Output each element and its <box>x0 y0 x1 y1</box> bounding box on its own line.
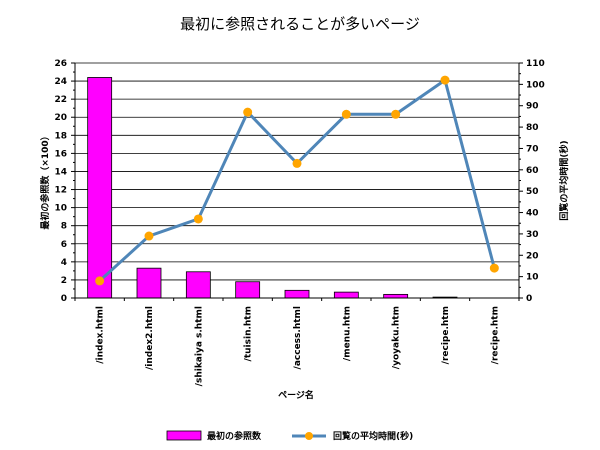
y-right-tick-label: 0 <box>526 294 532 304</box>
bar <box>136 267 162 299</box>
bar <box>333 291 359 299</box>
line-layer <box>95 75 499 286</box>
axis-layer <box>71 62 523 301</box>
x-tick-label: /tuisin.htm <box>244 306 254 361</box>
grid-layer <box>75 62 519 281</box>
line-point <box>440 75 450 85</box>
y-left-tick-label: 2 <box>61 276 67 286</box>
legend-bar-label: 最初の参照数 <box>207 430 262 442</box>
y-right-tick-label: 100 <box>526 80 545 90</box>
y-left-tick-label: 14 <box>54 167 67 177</box>
y-left-tick-label: 20 <box>54 113 67 123</box>
y-right-axis-title: 回覧の平均時間(秒) <box>558 140 570 220</box>
y-right-tick-label: 60 <box>526 166 539 176</box>
bar <box>185 271 211 299</box>
bar <box>284 289 310 299</box>
x-tick-label: /access.html <box>293 306 303 369</box>
line-point <box>341 109 351 119</box>
bar <box>87 77 113 299</box>
bar <box>383 293 409 299</box>
y-left-tick-label: 4 <box>61 258 67 268</box>
y-left-tick-label: 6 <box>61 240 67 250</box>
line-point <box>144 231 154 241</box>
x-tick-label: /shikaiya s.html <box>194 306 204 386</box>
bar-layer <box>87 77 458 299</box>
y-right-tick-label: 20 <box>526 251 539 261</box>
bar <box>235 281 261 299</box>
y-left-tick-label: 24 <box>54 77 67 87</box>
y-left-tick-label: 10 <box>54 204 67 214</box>
legend-line-marker <box>305 432 313 440</box>
y-left-tick-label: 12 <box>54 186 67 196</box>
x-tick-label: /yoyaku.htm <box>392 306 402 369</box>
y-right-tick-label: 90 <box>526 102 539 112</box>
line-point <box>391 109 401 119</box>
legend-line-label: 回覧の平均時間(秒) <box>333 430 413 442</box>
y-right-tick-label: 30 <box>526 230 539 240</box>
x-tick-label: /recipe.htm <box>441 306 451 364</box>
legend-bar-swatch <box>166 430 202 441</box>
line-point <box>292 158 302 168</box>
y-left-tick-label: 26 <box>54 59 67 69</box>
x-axis-title: ページ名 <box>278 389 314 401</box>
y-right-tick-label: 10 <box>526 273 539 283</box>
y-right-tick-label: 110 <box>526 59 545 69</box>
line-series <box>98 77 496 283</box>
y-right-tick-label: 40 <box>526 209 539 219</box>
x-tick-label: /menu.htm <box>342 306 352 361</box>
chart-title: 最初に参照されることが多いページ <box>180 15 420 33</box>
y-left-tick-label: 16 <box>54 149 67 159</box>
y-right-tick-label: 80 <box>526 123 539 133</box>
y-left-tick-label: 0 <box>61 294 67 304</box>
legend: 最初の参照数 回覧の平均時間(秒) <box>166 430 413 442</box>
line-point <box>243 107 253 117</box>
x-tick-label: /index2.html <box>145 306 155 370</box>
y-left-axis-title: 最初の参照数（×100） <box>39 131 51 229</box>
label-layer: 0246810121416182022242601020304050607080… <box>39 59 570 386</box>
x-tick-label: /index.html <box>96 306 106 364</box>
line-point <box>193 214 203 224</box>
y-right-tick-label: 50 <box>526 187 539 197</box>
y-right-tick-label: 70 <box>526 144 539 154</box>
line-point <box>95 276 105 286</box>
y-left-tick-label: 22 <box>54 95 67 105</box>
x-tick-label: /recipe.htm <box>490 306 500 364</box>
y-left-tick-label: 8 <box>61 222 67 232</box>
y-left-tick-label: 18 <box>54 131 67 141</box>
line-point <box>489 263 499 273</box>
